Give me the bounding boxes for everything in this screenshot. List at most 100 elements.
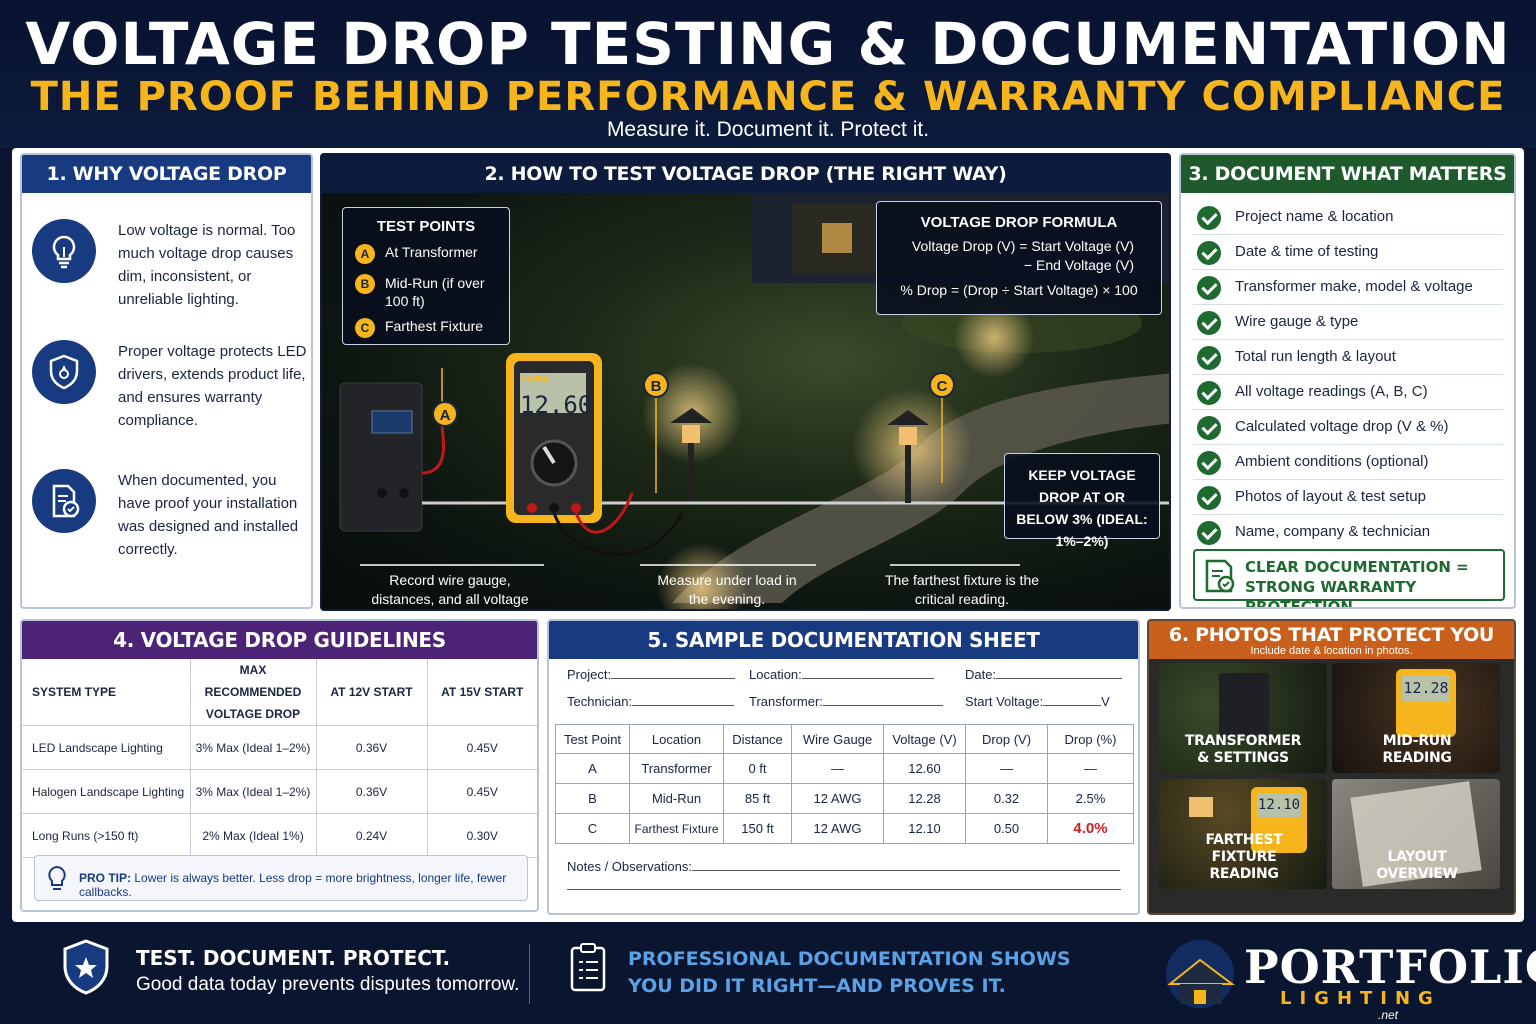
- table-header-row: Test Point Location Distance Wire Gauge …: [555, 724, 1134, 754]
- callout-text: CLEAR DOCUMENTATION = STRONG WARRANTY PR…: [1245, 558, 1469, 609]
- checklist-item: Total run length & layout: [1193, 341, 1503, 375]
- cell: 3% Max (Ideal 1–2%): [190, 725, 317, 770]
- checklist-item: Wire gauge & type: [1193, 306, 1503, 340]
- cell: Long Runs (>150 ft): [22, 813, 191, 858]
- checklist-item: Date & time of testing: [1193, 236, 1503, 270]
- path-light-c: [887, 410, 929, 503]
- checkmark-icon: [1197, 206, 1221, 230]
- checklist-item: Name, company & technician: [1193, 516, 1503, 550]
- marker-c: C: [929, 372, 955, 398]
- section-3-title: 3. DOCUMENT WHAT MATTERS: [1181, 155, 1514, 193]
- checkmark-icon: [1197, 276, 1221, 300]
- readings-table: Test Point Location Distance Wire Gauge …: [555, 724, 1134, 844]
- photo-mid-run[interactable]: 12.28 MID-RUN READING: [1332, 663, 1500, 773]
- footer-divider: [529, 944, 530, 1004]
- header-cell: Drop (V): [965, 724, 1048, 754]
- table-row: Long Runs (>150 ft) 2% Max (Ideal 1%) 0.…: [22, 813, 537, 858]
- section-2-title: 2. HOW TO TEST VOLTAGE DROP (THE RIGHT W…: [322, 155, 1169, 193]
- section-sample-sheet: 5. SAMPLE DOCUMENTATION SHEET Project: L…: [547, 619, 1140, 915]
- formula-box: VOLTAGE DROP FORMULA Voltage Drop (V) = …: [876, 201, 1162, 315]
- col-15v: AT 15V START: [427, 659, 537, 726]
- checklist-item-label: All voltage readings (A, B, C): [1235, 383, 1428, 400]
- field-location[interactable]: Location:: [749, 667, 934, 682]
- logo-tld: .net: [1378, 1008, 1399, 1022]
- checkmark-icon: [1197, 311, 1221, 335]
- section-how-to-test: 2. HOW TO TEST VOLTAGE DROP (THE RIGHT W…: [320, 153, 1171, 611]
- notes-field[interactable]: Notes / Observations:: [567, 859, 1120, 874]
- test-points-heading: TEST POINTS: [376, 218, 476, 235]
- photo-farthest-fixture[interactable]: 12.10 FARTHEST FIXTURE READING: [1159, 779, 1327, 889]
- checklist-item-label: Total run length & layout: [1235, 348, 1396, 365]
- marker-a: A: [432, 401, 458, 427]
- cell: 12 AWG: [791, 813, 884, 844]
- cell: Halogen Landscape Lighting: [22, 769, 191, 814]
- cell: 0 ft: [723, 753, 792, 784]
- formula-heading: VOLTAGE DROP FORMULA: [920, 214, 1118, 231]
- checklist-item-label: Transformer make, model & voltage: [1235, 278, 1473, 295]
- footer-slogan: TEST. DOCUMENT. PROTECT.: [136, 946, 451, 970]
- cell: 0.36V: [316, 725, 428, 770]
- logo-brand: PORTFOLIO: [1244, 940, 1536, 994]
- cell: A: [555, 753, 630, 784]
- checklist-item: Transformer make, model & voltage: [1193, 271, 1503, 305]
- checklist-item: Project name & location: [1193, 201, 1503, 235]
- checklist-item: Calculated voltage drop (V & %): [1193, 411, 1503, 445]
- field-date[interactable]: Date:: [965, 667, 1123, 682]
- page-subtitle: THE PROOF BEHIND PERFORMANCE & WARRANTY …: [30, 74, 1506, 120]
- section-1-title: 1. WHY VOLTAGE DROP MATTERS: [22, 155, 311, 223]
- header-cell: Wire Gauge: [791, 724, 884, 754]
- field-technician[interactable]: Technician:: [567, 694, 735, 709]
- checkmark-icon: [1197, 416, 1221, 440]
- document-check-icon: [32, 469, 96, 533]
- checkmark-icon: [1197, 346, 1221, 370]
- checklist-icon: [1205, 559, 1235, 593]
- caption-measure: Measure under load in the evening.: [657, 572, 797, 607]
- page-title: VOLTAGE DROP TESTING & DOCUMENTATION: [25, 10, 1511, 78]
- field-start-voltage[interactable]: Start Voltage: V: [965, 694, 1110, 709]
- cell: 12.28: [883, 783, 966, 814]
- cell: Mid-Run: [629, 783, 724, 814]
- footer-message: PROFESSIONAL DOCUMENTATION SHOWS YOU DID…: [628, 946, 1071, 1000]
- keep-drop-box: KEEP VOLTAGE DROP AT OR BELOW 3% (IDEAL:…: [1004, 453, 1160, 549]
- checkmark-icon: [1197, 381, 1221, 405]
- cell: 85 ft: [723, 783, 792, 814]
- transformer-box: [339, 382, 423, 532]
- cell: 0.45V: [427, 769, 537, 814]
- section-document-what-matters: 3. DOCUMENT WHAT MATTERS Project name & …: [1179, 153, 1516, 609]
- lightbulb-icon: [48, 865, 66, 890]
- header-cell: Test Point: [555, 724, 630, 754]
- notes-line: [567, 889, 1121, 890]
- test-point-a: A At Transformer: [355, 244, 478, 264]
- cell: 3% Max (Ideal 1–2%): [190, 769, 317, 814]
- why-text-2: Proper voltage protects LED drivers, ext…: [118, 343, 307, 429]
- footer-message-line-2: YOU DID IT RIGHT—AND PROVES IT.: [628, 975, 1006, 997]
- tagline: Measure it. Document it. Protect it.: [606, 118, 930, 141]
- cell: 2.5%: [1047, 783, 1134, 814]
- header-cell: Drop (%): [1047, 724, 1134, 754]
- checklist-item: Photos of layout & test setup: [1193, 481, 1503, 515]
- cell: 2% Max (Ideal 1%): [190, 813, 317, 858]
- cell: LED Landscape Lighting: [22, 725, 191, 770]
- documentation-callout: CLEAR DOCUMENTATION = STRONG WARRANTY PR…: [1193, 549, 1505, 607]
- section-5-title: 5. SAMPLE DOCUMENTATION SHEET: [549, 621, 1138, 659]
- checklist-item-label: Wire gauge & type: [1235, 313, 1359, 330]
- field-transformer[interactable]: Transformer:: [749, 694, 943, 709]
- clipboard-icon: [570, 943, 606, 992]
- col-max-drop: MAX RECOMMENDED VOLTAGE DROP: [190, 659, 317, 726]
- formula-line-3: % Drop = (Drop ÷ Start Voltage) × 100: [900, 282, 1138, 298]
- logo-brand-sub: LIGHTING: [1280, 988, 1441, 1009]
- photo-transformer[interactable]: TRANSFORMER & SETTINGS: [1159, 663, 1327, 773]
- caption-farthest: The farthest fixture is the critical rea…: [884, 572, 1040, 607]
- field-project[interactable]: Project:: [567, 667, 736, 682]
- cell: 12 AWG: [791, 783, 884, 814]
- checklist-item: All voltage readings (A, B, C): [1193, 376, 1503, 410]
- cell: C: [555, 813, 630, 844]
- logo-house-icon: [1166, 940, 1235, 1008]
- cell: 0.36V: [316, 769, 428, 814]
- pro-tip-text: Lower is always better. Less drop = more…: [79, 871, 507, 899]
- cell-drop-warning: 4.0%: [1047, 813, 1134, 844]
- checklist-item: Ambient conditions (optional): [1193, 446, 1503, 480]
- photo-layout[interactable]: LAYOUT OVERVIEW: [1332, 779, 1500, 889]
- lightbulb-icon: [32, 219, 96, 283]
- cell: B: [555, 783, 630, 814]
